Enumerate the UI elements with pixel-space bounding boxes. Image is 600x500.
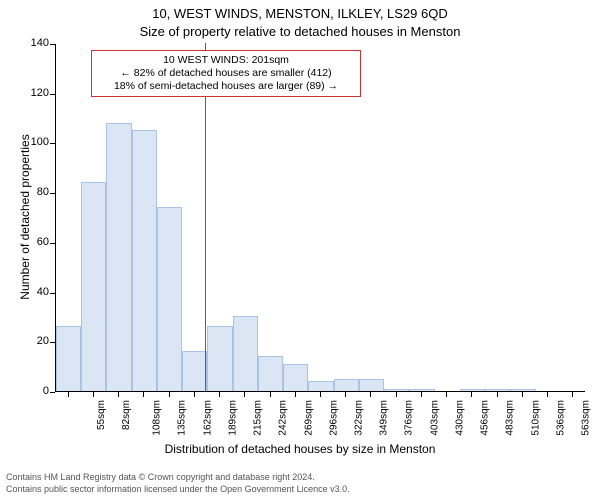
x-tick-mark [295,392,296,397]
y-tick-label: 140 [21,37,49,49]
histogram-bar [510,389,535,391]
x-tick-label: 135sqm [177,400,188,436]
x-tick-mark [169,392,170,397]
histogram-bar [106,123,131,391]
y-tick-label: 0 [21,385,49,397]
histogram-bar [384,389,409,391]
histogram-bar [485,389,510,391]
y-tick-mark [50,193,55,194]
histogram-bar [359,379,384,391]
x-tick-mark [396,392,397,397]
x-tick-mark [93,392,94,397]
y-tick-mark [50,293,55,294]
x-tick-label: 189sqm [227,400,238,436]
histogram-bar [182,351,207,391]
x-tick-label: 563sqm [581,400,592,436]
x-tick-mark [446,392,447,397]
x-tick-mark [118,392,119,397]
x-tick-label: 510sqm [530,400,541,436]
x-tick-label: 215sqm [253,400,264,436]
x-tick-mark [497,392,498,397]
y-tick-label: 80 [21,186,49,198]
x-tick-label: 55sqm [96,400,107,430]
x-tick-mark [194,392,195,397]
histogram-bar [207,326,232,391]
histogram-bar [308,381,333,391]
y-tick-label: 40 [21,286,49,298]
x-tick-label: 242sqm [278,400,289,436]
x-tick-mark [471,392,472,397]
x-tick-label: 108sqm [152,400,163,436]
y-tick-label: 20 [21,335,49,347]
x-tick-mark [547,392,548,397]
x-tick-label: 269sqm [303,400,314,436]
y-tick-mark [50,342,55,343]
x-tick-label: 456sqm [480,400,491,436]
x-tick-mark [270,392,271,397]
histogram-bar [157,207,182,391]
histogram-bar [132,130,157,391]
y-tick-mark [50,143,55,144]
histogram-bar [283,364,308,391]
x-tick-mark [143,392,144,397]
histogram-bar [409,389,434,391]
histogram-bar [334,379,359,391]
y-tick-label: 100 [21,136,49,148]
histogram-bar [233,316,258,391]
x-tick-mark [219,392,220,397]
y-tick-mark [50,94,55,95]
x-axis-label: Distribution of detached houses by size … [0,442,600,456]
x-tick-label: 322sqm [354,400,365,436]
y-tick-label: 60 [21,236,49,248]
x-tick-label: 536sqm [555,400,566,436]
histogram-bar [81,182,106,391]
y-tick-mark [50,392,55,393]
histogram-bar [258,356,283,391]
annotation-line: 18% of semi-detached houses are larger (… [98,80,354,93]
x-tick-mark [572,392,573,397]
footer-copyright-2: Contains public sector information licen… [6,484,350,495]
annotation-line: ← 82% of detached houses are smaller (41… [98,67,354,80]
x-tick-mark [421,392,422,397]
x-tick-label: 296sqm [328,400,339,436]
y-tick-mark [50,44,55,45]
x-tick-label: 376sqm [404,400,415,436]
x-tick-mark [320,392,321,397]
histogram-bar [56,326,81,391]
footer-copyright-1: Contains HM Land Registry data © Crown c… [6,472,315,483]
y-tick-mark [50,243,55,244]
histogram-bar [460,389,485,391]
y-tick-label: 120 [21,87,49,99]
page-title-address: 10, WEST WINDS, MENSTON, ILKLEY, LS29 6Q… [0,6,600,21]
x-tick-mark [370,392,371,397]
x-tick-mark [345,392,346,397]
x-tick-label: 162sqm [202,400,213,436]
x-tick-mark [68,392,69,397]
x-tick-label: 82sqm [121,400,132,430]
x-tick-label: 430sqm [455,400,466,436]
x-tick-mark [522,392,523,397]
page-subtitle: Size of property relative to detached ho… [0,24,600,39]
x-tick-label: 483sqm [505,400,516,436]
x-tick-mark [244,392,245,397]
x-tick-label: 349sqm [379,400,390,436]
annotation-box: 10 WEST WINDS: 201sqm← 82% of detached h… [91,50,361,97]
x-tick-label: 403sqm [429,400,440,436]
annotation-line: 10 WEST WINDS: 201sqm [98,54,354,67]
